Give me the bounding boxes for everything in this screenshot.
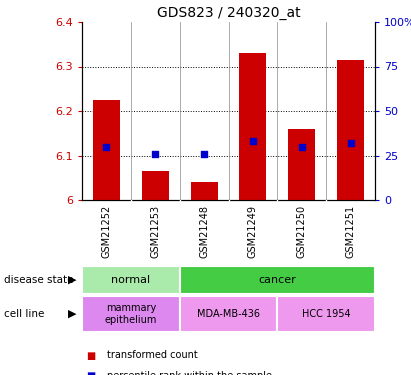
Bar [93, 100, 120, 200]
Text: ▶: ▶ [67, 275, 76, 285]
Text: GSM21253: GSM21253 [150, 205, 160, 258]
Text: normal: normal [111, 275, 150, 285]
Text: cell line: cell line [4, 309, 44, 319]
Point [152, 151, 159, 157]
Text: cancer: cancer [259, 275, 296, 285]
Text: transformed count: transformed count [107, 351, 197, 360]
Point [347, 140, 354, 146]
Point [298, 144, 305, 150]
Text: MDA-MB-436: MDA-MB-436 [197, 309, 260, 319]
Text: ■: ■ [86, 351, 95, 360]
Text: ▶: ▶ [67, 309, 76, 319]
Bar [191, 182, 217, 200]
Text: mammary
epithelium: mammary epithelium [105, 303, 157, 325]
FancyBboxPatch shape [180, 296, 277, 332]
Text: GSM21252: GSM21252 [102, 205, 111, 258]
Text: HCC 1954: HCC 1954 [302, 309, 351, 319]
Text: ■: ■ [86, 371, 95, 375]
Point [249, 138, 256, 144]
Bar [240, 53, 266, 200]
Bar [142, 171, 169, 200]
Text: GSM21248: GSM21248 [199, 205, 209, 258]
Text: percentile rank within the sample: percentile rank within the sample [107, 371, 272, 375]
FancyBboxPatch shape [180, 266, 375, 294]
Text: GSM21250: GSM21250 [297, 205, 307, 258]
Text: GSM21249: GSM21249 [248, 205, 258, 258]
Text: GSM21251: GSM21251 [346, 205, 356, 258]
Bar [337, 60, 364, 200]
Point [201, 151, 208, 157]
Text: disease state: disease state [4, 275, 74, 285]
FancyBboxPatch shape [82, 266, 180, 294]
FancyBboxPatch shape [82, 296, 180, 332]
Point [103, 144, 110, 150]
FancyBboxPatch shape [277, 296, 375, 332]
Bar [289, 129, 315, 200]
Title: GDS823 / 240320_at: GDS823 / 240320_at [157, 6, 300, 20]
